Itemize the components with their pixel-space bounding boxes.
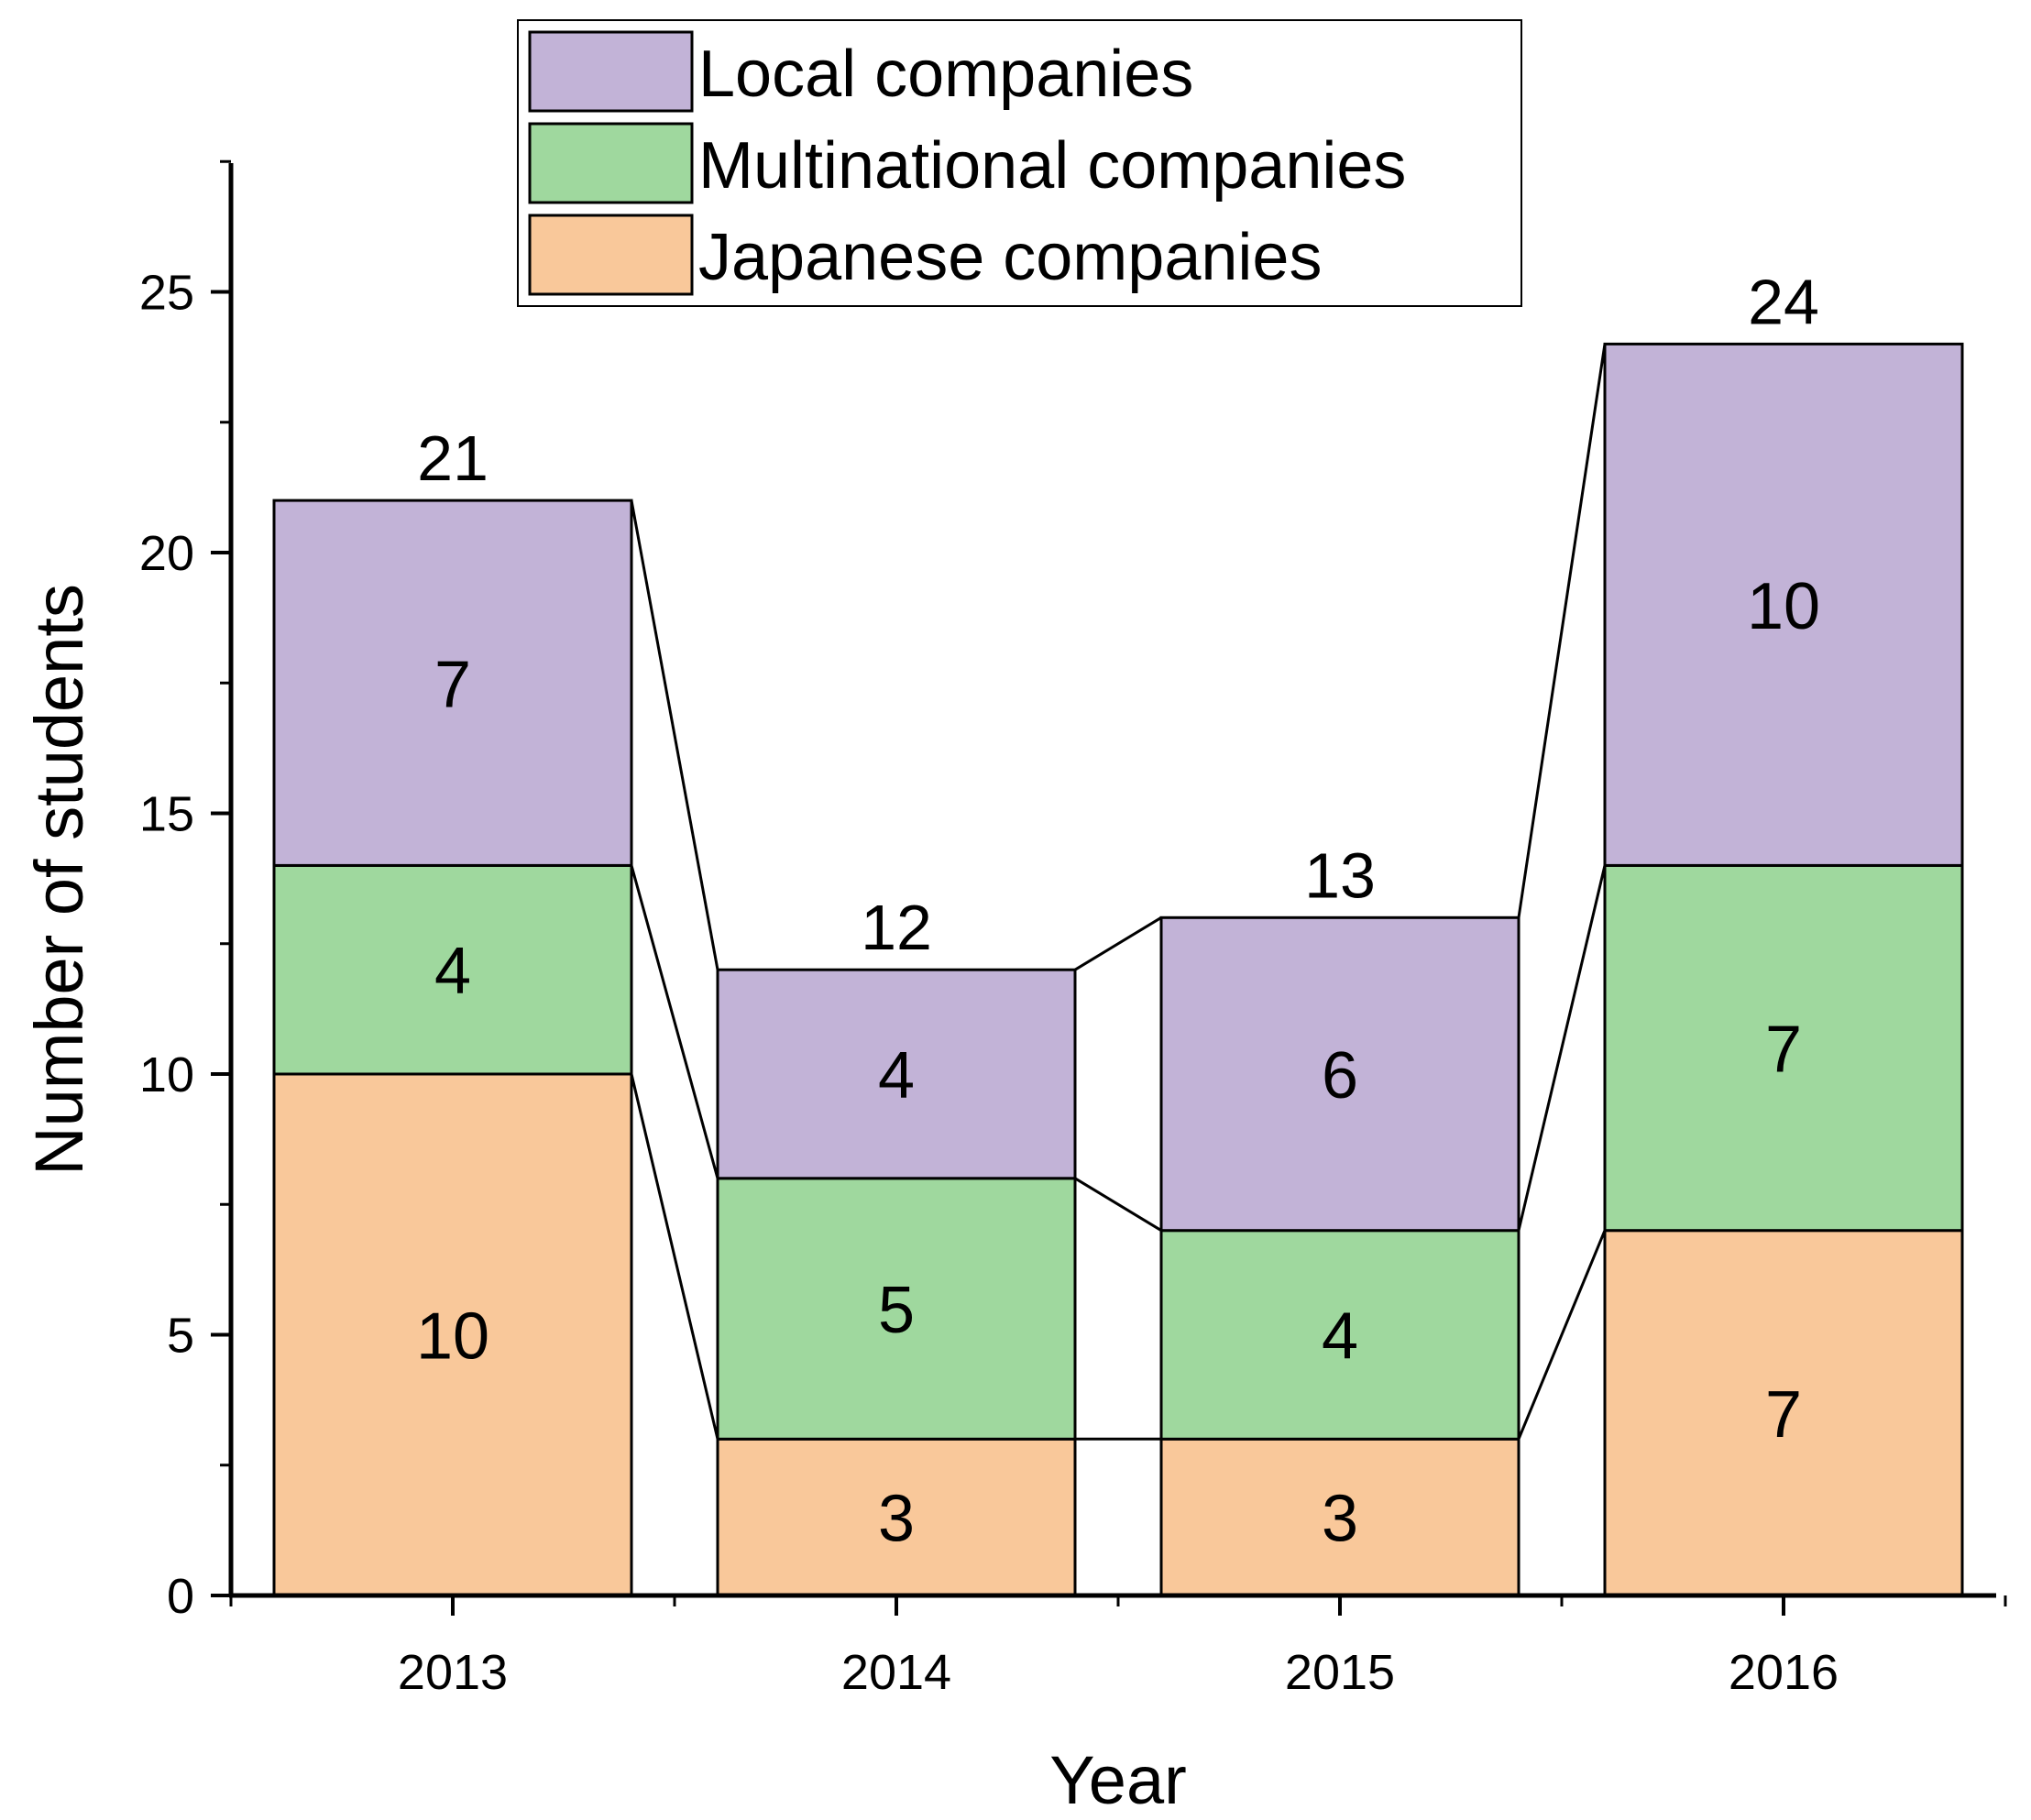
total-labels: 21 12 13 24 — [417, 266, 1819, 963]
legend-label-2: Japanese companies — [698, 221, 1322, 294]
total-label-2015: 13 — [1304, 839, 1376, 911]
segment-label-2013-2: 7 — [434, 648, 471, 721]
bar-segment-2013-0 — [272, 1072, 633, 1597]
connector-1-2 — [1074, 916, 1162, 971]
x-tick-label-2013: 2013 — [398, 1645, 508, 1700]
segment-label-2015-0: 3 — [1322, 1483, 1358, 1556]
bar-segment-2013-2 — [272, 499, 633, 867]
segment-label-2015-2: 6 — [1322, 1039, 1358, 1113]
y-tick-label-10: 10 — [139, 1047, 194, 1102]
y-tick-label-20: 20 — [139, 526, 194, 581]
connector-2-1 — [1517, 865, 1607, 1232]
y-ticks: 0 5 10 15 20 25 — [139, 159, 231, 1624]
segment-label-2016-2: 10 — [1747, 570, 1820, 643]
segment-label-2014-0: 3 — [878, 1483, 915, 1556]
segment-label-2013-1: 4 — [434, 935, 471, 1008]
x-axis-title: Year — [1049, 1742, 1187, 1818]
bar-segment-2014-1 — [716, 1177, 1077, 1441]
x-tick-label-2014: 2014 — [841, 1645, 951, 1700]
segment-label-2016-1: 7 — [1765, 1014, 1802, 1087]
legend-label-0: Local companies — [698, 38, 1193, 111]
bar-segment-2016-2 — [1603, 342, 1964, 867]
bar-segment-2015-2 — [1159, 915, 1521, 1233]
connector-0-0 — [630, 1073, 719, 1440]
connector-2-0 — [1517, 1230, 1607, 1440]
bar-segment-2014-2 — [716, 968, 1077, 1180]
y-axis-title: Number of students — [21, 584, 97, 1176]
total-label-2013: 21 — [417, 422, 489, 494]
total-label-2014: 12 — [861, 892, 932, 963]
segment-label-2016-0: 7 — [1765, 1378, 1802, 1452]
bar-segment-2016-0 — [1603, 1229, 1964, 1597]
legend-label-1: Multinational companies — [698, 129, 1406, 203]
y-tick-label-5: 5 — [167, 1309, 194, 1364]
segment-label-2014-2: 4 — [878, 1039, 915, 1113]
legend-swatch-2 — [528, 214, 694, 296]
connector-0-1 — [630, 865, 719, 1179]
bar-segments — [272, 342, 1964, 1597]
y-tick-label-0: 0 — [167, 1569, 194, 1624]
x-tick-label-2015: 2015 — [1285, 1645, 1395, 1700]
legend-swatch-1 — [528, 122, 694, 204]
total-label-2016: 24 — [1748, 266, 1819, 337]
connector-2-2 — [1517, 344, 1607, 918]
bar-segment-2013-1 — [272, 863, 633, 1076]
connector-lines — [630, 344, 1607, 1441]
bar-segment-2015-1 — [1159, 1229, 1521, 1441]
x-ticks: 2013 2014 2015 2016 — [229, 1595, 2007, 1700]
legend-swatch-0 — [528, 30, 694, 113]
legend: Local companies Multinational companies J… — [517, 19, 1522, 307]
segment-label-2013-0: 10 — [416, 1300, 489, 1374]
y-tick-label-15: 15 — [139, 787, 194, 842]
y-tick-label-25: 25 — [139, 266, 194, 321]
segment-label-2014-1: 5 — [878, 1274, 915, 1347]
segment-labels: 10 4 7 3 5 4 3 4 6 7 7 10 — [416, 570, 1820, 1556]
x-tick-label-2016: 2016 — [1729, 1645, 1839, 1700]
connector-1-1 — [1074, 1177, 1162, 1232]
connector-0-2 — [630, 499, 719, 970]
segment-label-2015-1: 4 — [1322, 1300, 1358, 1374]
axes — [228, 163, 1996, 1598]
